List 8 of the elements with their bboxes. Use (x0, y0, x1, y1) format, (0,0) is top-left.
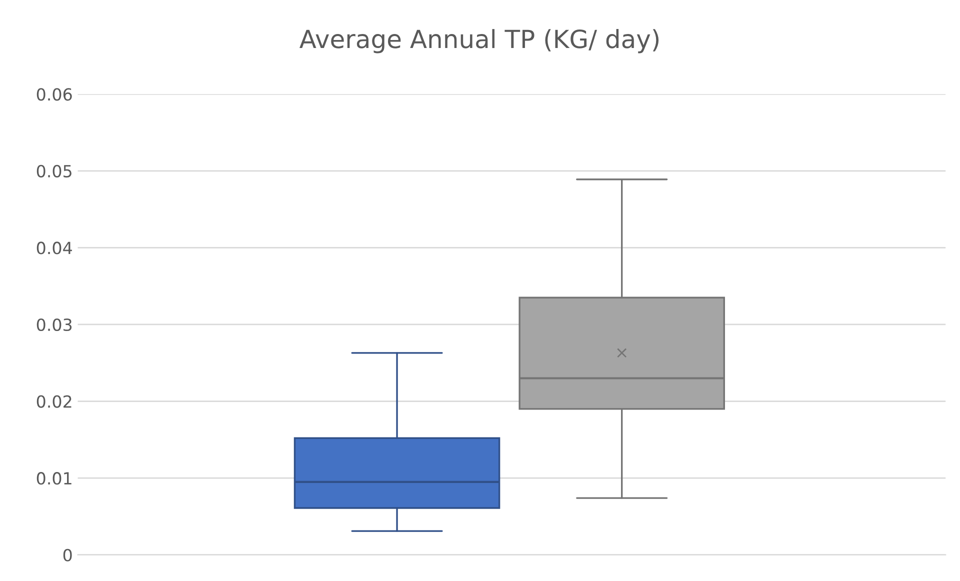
y-tick-label: 0.04 (36, 242, 72, 254)
y-tick-label: 0.03 (36, 318, 72, 332)
chart-title: Average Annual TP (KG/ day) (300, 29, 659, 54)
y-tick-label: 0.06 (36, 88, 72, 101)
y-tick-label: 0 (63, 548, 72, 562)
y-tick-label: 0.02 (36, 395, 72, 408)
y-tick-label: 0.01 (36, 472, 72, 485)
y-tick-label: 0.05 (36, 164, 72, 178)
